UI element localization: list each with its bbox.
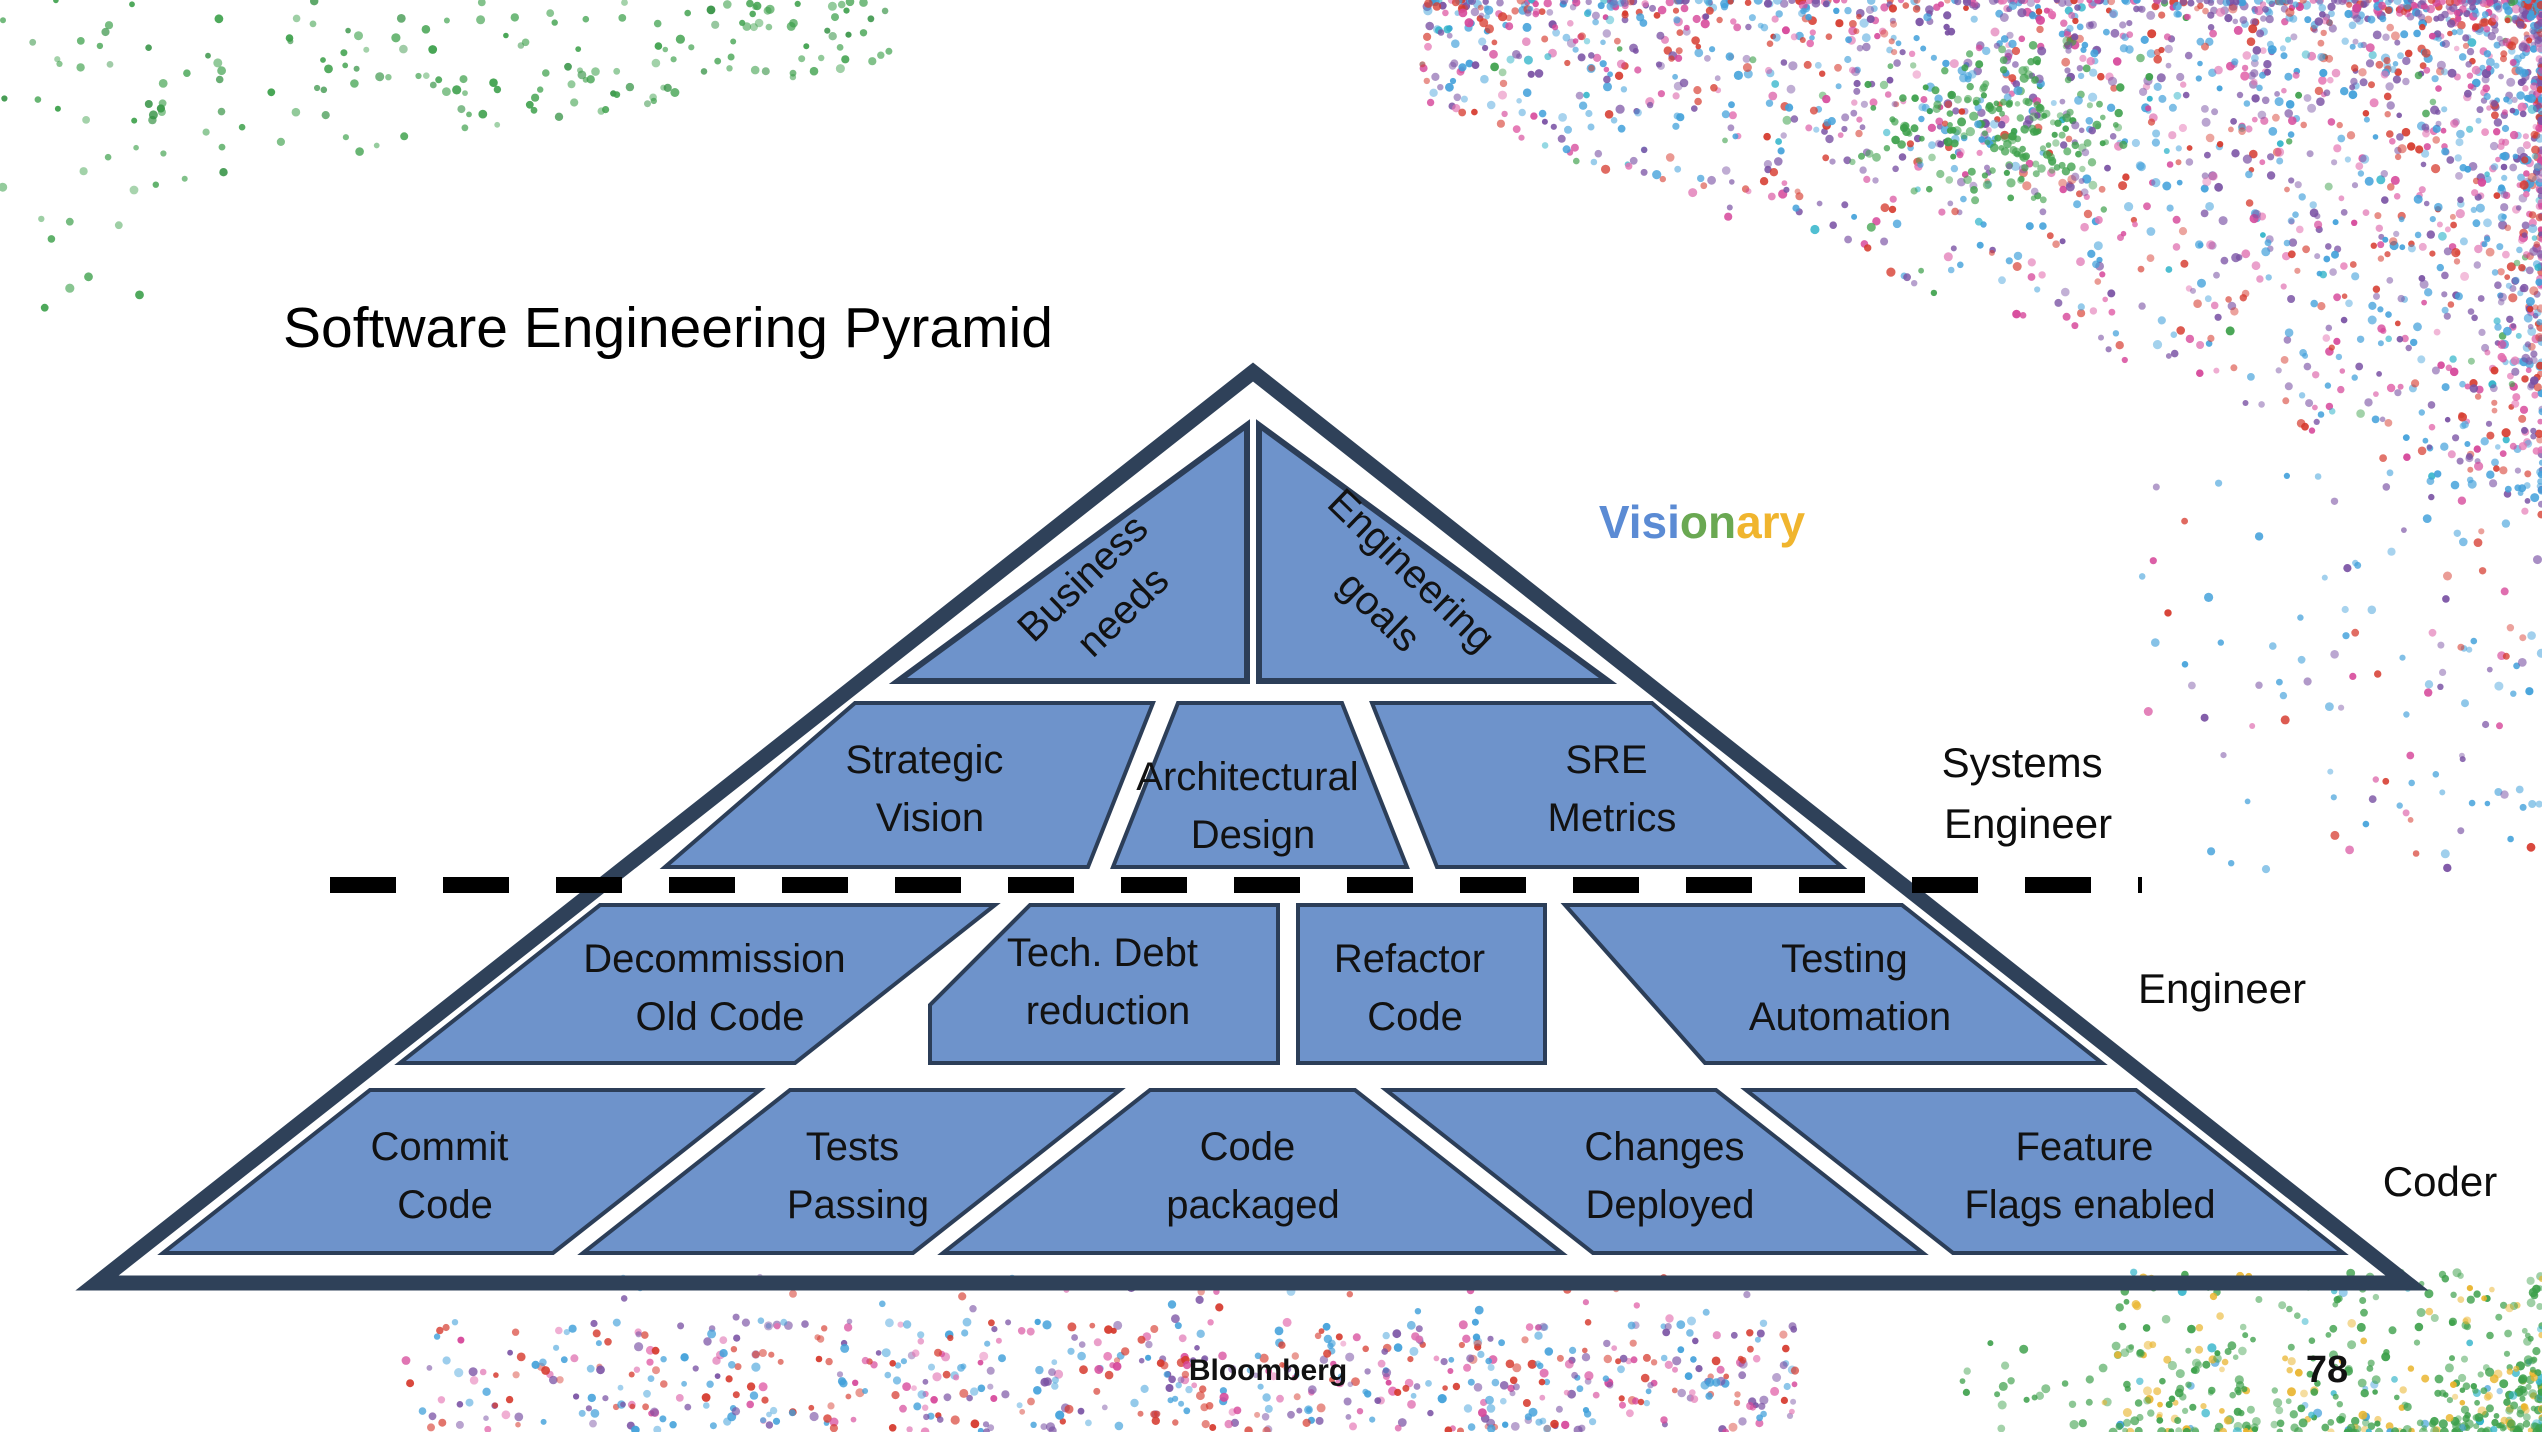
label-line: Changes xyxy=(1584,1125,1744,1169)
cell-refactor-code xyxy=(1296,903,1547,1065)
label-line: Testing xyxy=(1781,937,1908,981)
cell-feature-flags-enabled xyxy=(1740,1088,2349,1255)
pyramid-outline xyxy=(75,362,2429,1291)
cell-label-refactor-code: Refactor Code xyxy=(1334,937,1496,1039)
role-label-systems-engineer: Systems Engineer xyxy=(1942,739,2115,847)
label-line: Decommission xyxy=(583,937,845,981)
label-line: Deployed xyxy=(1585,1183,1754,1227)
label-line: SRE xyxy=(1565,738,1647,782)
cell-engineering-goals xyxy=(1256,419,1618,684)
footer-brand: Bloomberg xyxy=(1189,1354,1347,1387)
label-line: Metrics xyxy=(1548,796,1677,840)
cell-business-needs xyxy=(888,419,1250,684)
label-line: Feature xyxy=(2016,1125,2154,1169)
label-line: Refactor xyxy=(1334,937,1485,981)
label-line: Engineer xyxy=(1944,800,2112,847)
label-line: Old Code xyxy=(636,995,805,1039)
cell-code-packaged xyxy=(937,1088,1568,1255)
label-line: Systems xyxy=(1942,739,2103,786)
cell-label-strategic-vision: Strategic Vision xyxy=(846,738,1015,840)
cell-label-commit-code: Commit Code xyxy=(371,1125,520,1227)
cell-tests-passing xyxy=(577,1088,1126,1255)
role-label-visionary: Visionary xyxy=(1599,496,1806,548)
page-number: 78 xyxy=(2306,1349,2348,1391)
cell-label-architectural-design: Architectural Design xyxy=(1136,755,1369,857)
cell-strategic-vision xyxy=(659,701,1156,869)
cell-label-sre-metrics: SRE Metrics xyxy=(1548,738,1677,840)
role-label-coder: Coder xyxy=(2383,1158,2497,1205)
label-line: reduction xyxy=(1026,989,1191,1033)
visionary-segment-green: on xyxy=(1680,496,1736,548)
cell-tech-debt-reduction xyxy=(928,903,1280,1065)
page-title: Software Engineering Pyramid xyxy=(283,296,1053,360)
label-line: Tests xyxy=(806,1125,899,1169)
visionary-segment-blue: Visi xyxy=(1599,496,1680,548)
cell-label-tests-passing: Tests Passing xyxy=(787,1125,929,1227)
visionary-segment-yellow: ary xyxy=(1736,496,1805,548)
label-line: Flags enabled xyxy=(1964,1183,2215,1227)
cell-label-testing-automation: Testing Automation xyxy=(1749,937,1951,1039)
cell-testing-automation xyxy=(1560,903,2108,1065)
cell-changes-deployed xyxy=(1380,1088,1929,1255)
label-line: Passing xyxy=(787,1183,929,1227)
label-line: Architectural xyxy=(1136,755,1358,799)
cell-label-decommission-old-code: Decommission Old Code xyxy=(583,937,856,1039)
cell-label-code-packaged: Code packaged xyxy=(1166,1125,1339,1227)
cell-decommission-old-code xyxy=(394,903,1001,1065)
label-line: Code xyxy=(1200,1125,1296,1169)
label-line: Strategic xyxy=(846,738,1004,782)
cell-label-changes-deployed: Changes Deployed xyxy=(1584,1125,1755,1227)
label-line: Code xyxy=(1367,995,1463,1039)
label-line: Tech. Debt xyxy=(1007,931,1198,975)
label-line: Vision xyxy=(876,796,984,840)
label-line: Automation xyxy=(1749,995,1951,1039)
label-line: Design xyxy=(1191,813,1316,857)
cell-label-feature-flags-enabled: Feature Flags enabled xyxy=(1964,1125,2215,1227)
label-line: Code xyxy=(397,1183,493,1227)
cell-commit-code xyxy=(157,1088,766,1255)
role-label-engineer: Engineer xyxy=(2138,965,2306,1012)
cell-label-tech-debt-reduction: Tech. Debt reduction xyxy=(1007,931,1209,1033)
label-line: Commit xyxy=(371,1125,509,1169)
cell-architectural-design xyxy=(1110,701,1410,869)
label-line: packaged xyxy=(1166,1183,1339,1227)
cell-sre-metrics xyxy=(1369,701,1848,869)
